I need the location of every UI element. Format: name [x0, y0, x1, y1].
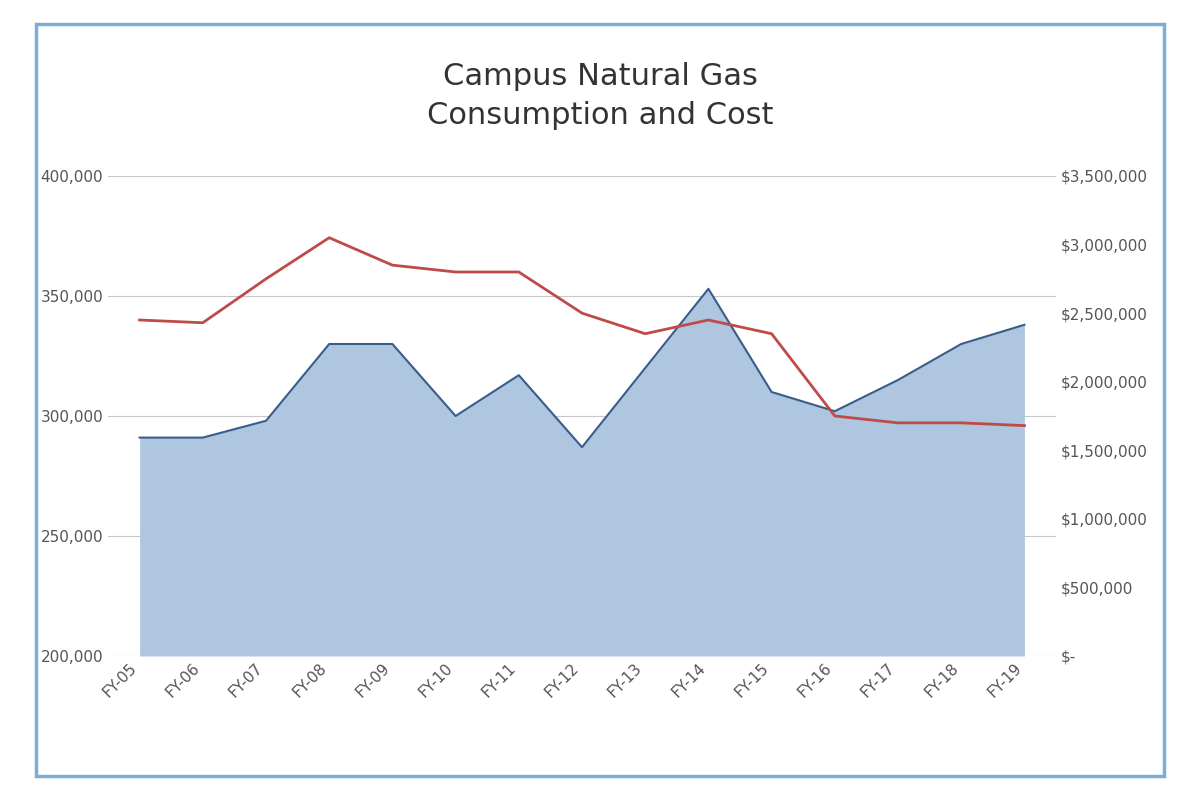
- Text: Campus Natural Gas
Consumption and Cost: Campus Natural Gas Consumption and Cost: [427, 62, 773, 130]
